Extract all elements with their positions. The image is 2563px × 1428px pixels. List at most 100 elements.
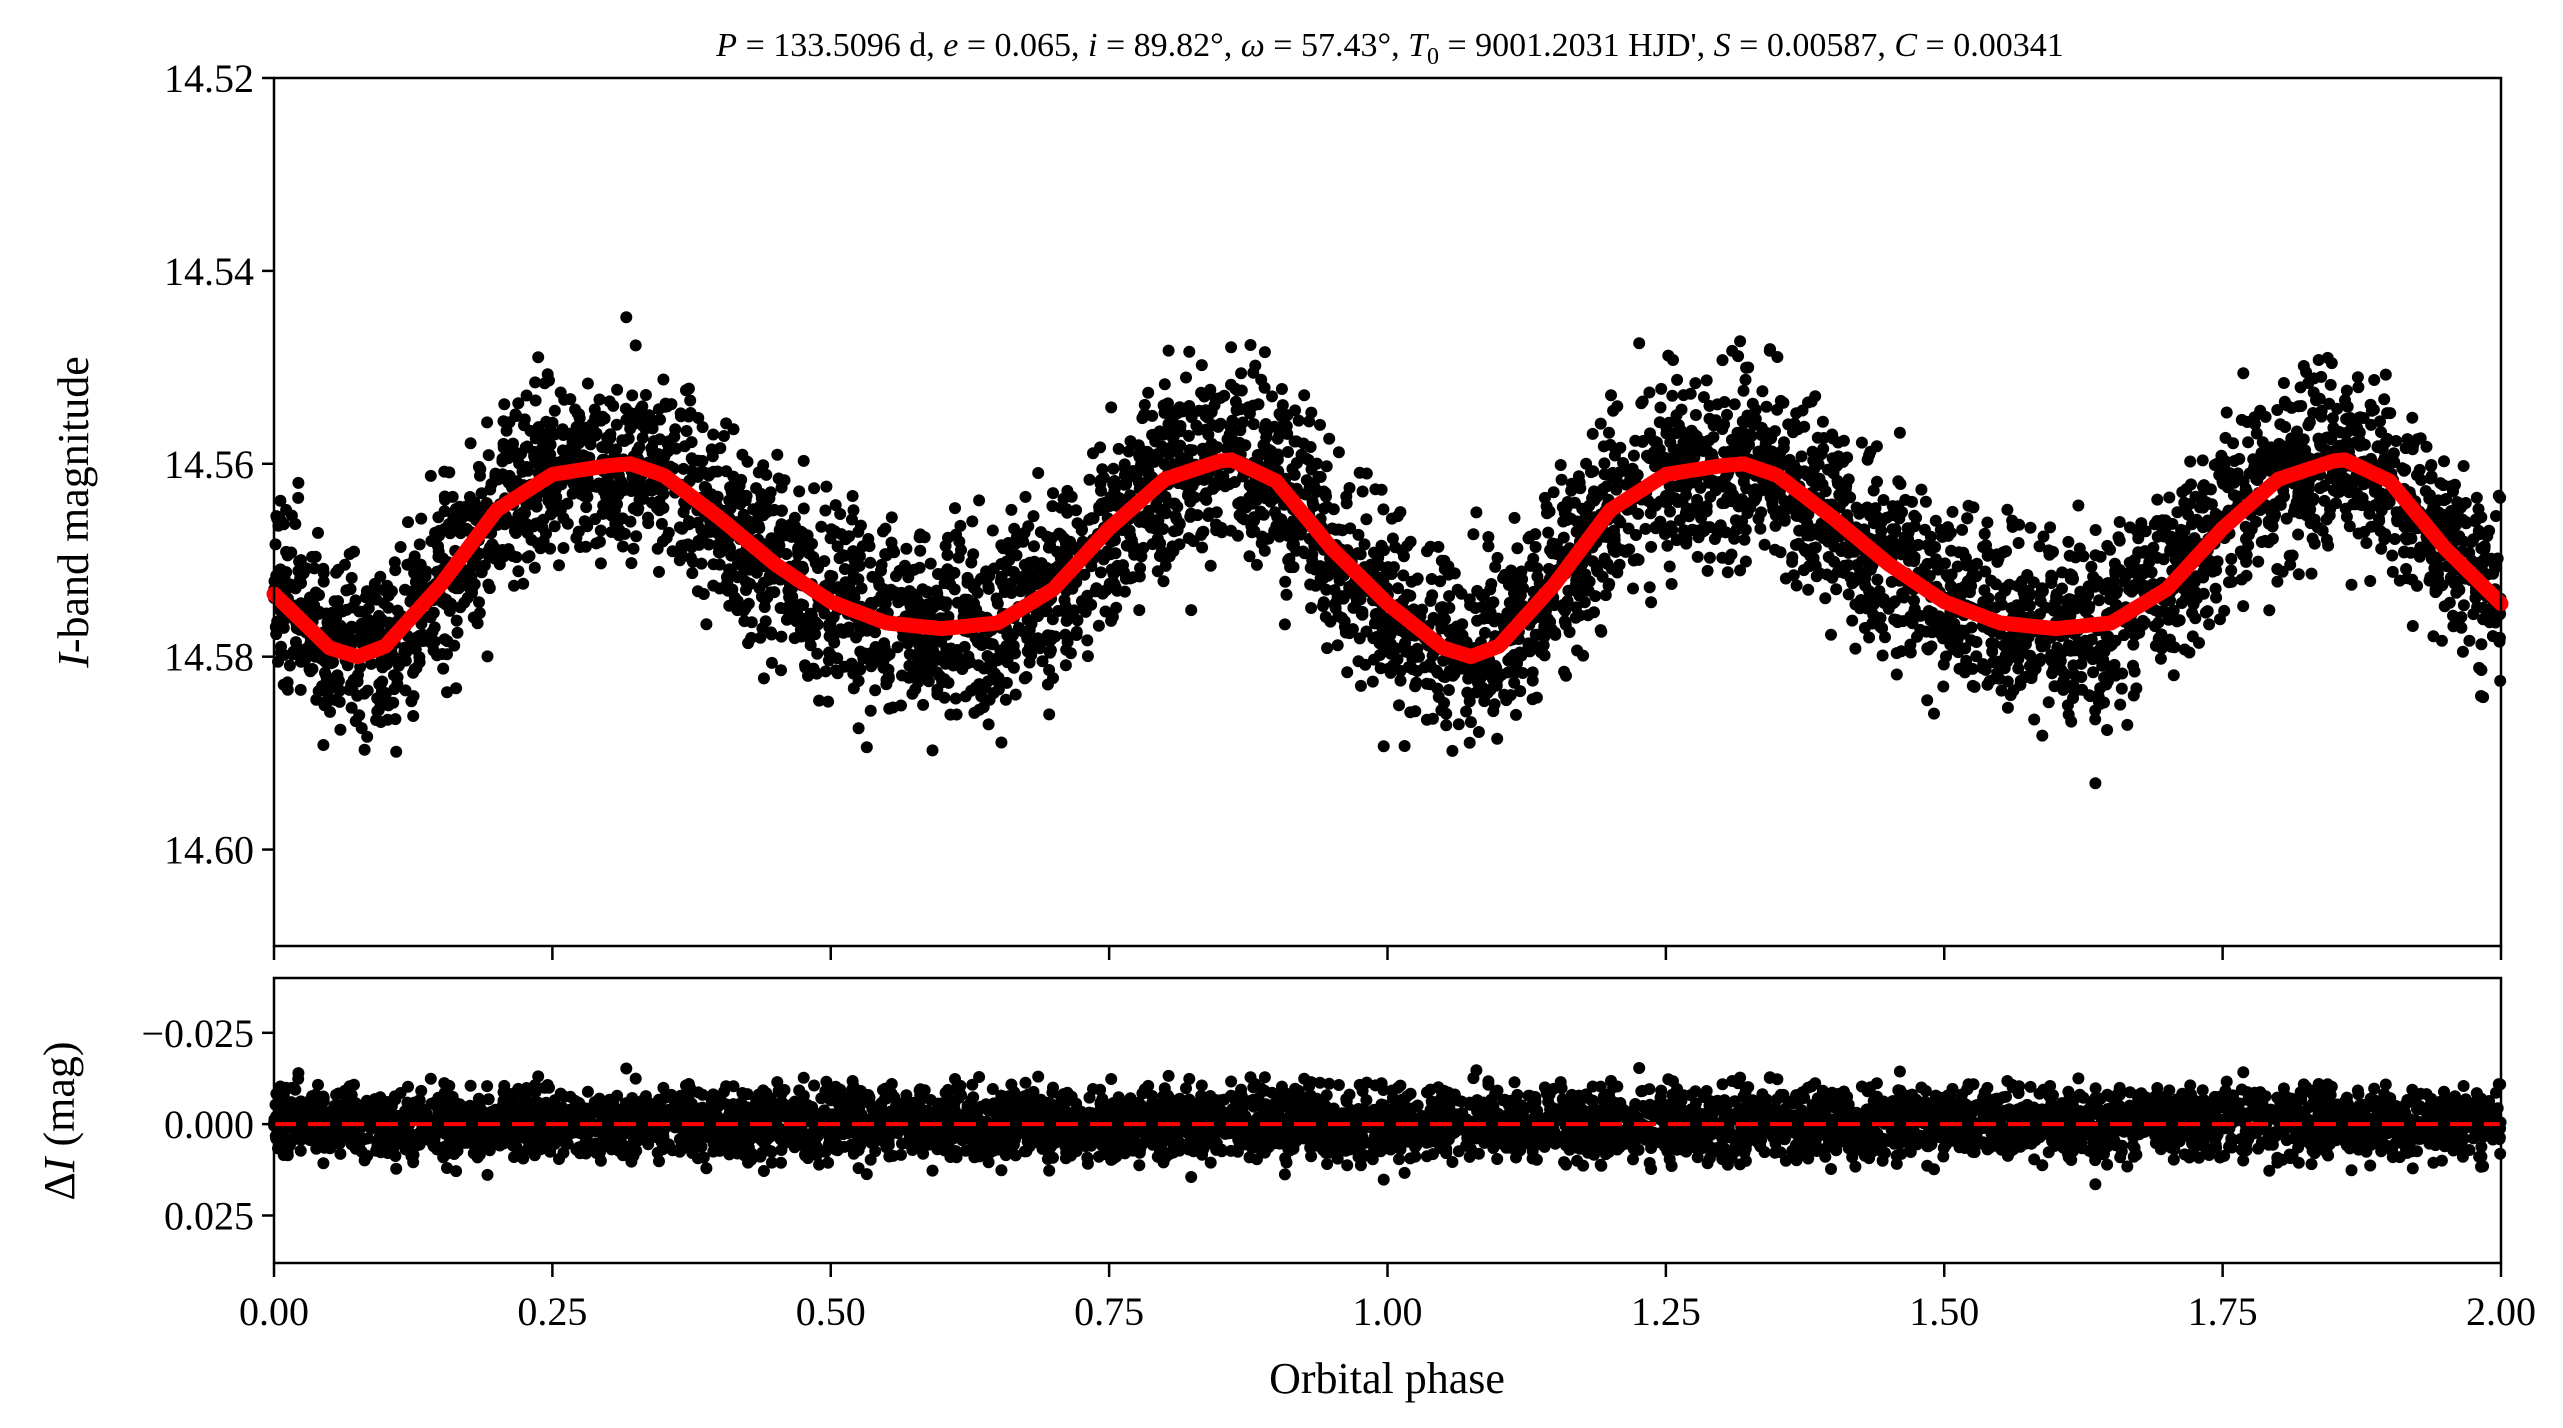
light-curve-point <box>332 674 345 687</box>
light-curve-point <box>1691 493 1704 506</box>
light-curve-point <box>2455 611 2468 624</box>
light-curve-point <box>2364 575 2377 587</box>
light-curve-point <box>1611 400 1624 413</box>
light-curve-point <box>1797 564 1810 577</box>
light-curve-point <box>1352 655 1365 668</box>
light-curve-point <box>1773 488 1786 501</box>
light-curve-point <box>2303 506 2316 519</box>
light-curve-point <box>343 548 356 560</box>
light-curve-point <box>1162 344 1175 357</box>
light-curve-point <box>1554 459 1567 471</box>
light-curve-point <box>442 518 455 531</box>
light-curve-point <box>1893 426 1906 439</box>
light-curve-point <box>879 597 892 610</box>
light-curve-point <box>1133 451 1146 464</box>
light-curve-point <box>2271 575 2284 588</box>
light-curve-point <box>2279 421 2292 433</box>
light-curve-point <box>581 490 594 503</box>
light-curve-point <box>759 593 772 606</box>
light-curve-point <box>1119 572 1132 585</box>
light-curve-point <box>1150 499 1163 512</box>
light-curve-point <box>734 548 747 561</box>
light-curve-point <box>2197 565 2210 578</box>
light-curve-point <box>464 437 477 450</box>
light-curve-point <box>543 374 555 387</box>
light-curve-point <box>2492 489 2505 502</box>
light-curve-point <box>2241 416 2254 428</box>
light-curve-point <box>1217 476 1230 489</box>
light-curve-point <box>1529 528 1542 541</box>
light-curve-point <box>1352 528 1365 541</box>
light-curve-point <box>1257 508 1270 521</box>
light-curve-point <box>317 562 330 575</box>
light-curve-point <box>793 485 806 498</box>
light-curve-point <box>707 579 720 592</box>
light-curve-point <box>1538 649 1551 662</box>
light-curve-point <box>1209 392 1222 405</box>
light-curve-point <box>1451 630 1464 643</box>
light-curve-point <box>2419 485 2432 498</box>
light-curve-point <box>2302 377 2315 389</box>
light-curve-point <box>1786 555 1799 568</box>
light-curve-point <box>2406 411 2419 424</box>
light-curve-point <box>815 520 828 533</box>
light-curve-point <box>540 527 552 540</box>
light-curve-point <box>627 542 640 555</box>
light-curve-point <box>2350 422 2363 435</box>
light-curve-point <box>753 582 766 594</box>
light-curve-point <box>1440 707 1453 720</box>
light-curve-point <box>1958 666 1971 679</box>
light-curve-point <box>2089 549 2102 562</box>
light-curve-point <box>2373 514 2386 527</box>
light-curve-point <box>413 538 426 551</box>
light-curve-point <box>2012 537 2025 549</box>
light-curve-point <box>472 460 485 473</box>
light-curve-point <box>656 535 669 548</box>
light-curve-point <box>966 515 979 528</box>
light-curve-point <box>2209 507 2222 520</box>
light-curve-point <box>375 613 388 626</box>
title-s-value: = 0.00587, <box>1731 27 1895 64</box>
light-curve-point <box>370 714 383 726</box>
light-curve-point <box>2056 582 2068 595</box>
light-curve-point <box>427 644 440 657</box>
light-curve-point <box>1981 516 1994 529</box>
light-curve-point <box>1555 473 1568 486</box>
light-curve-point <box>1721 566 1734 579</box>
light-curve-point <box>2297 360 2310 372</box>
light-curve-point <box>775 630 788 643</box>
light-curve-point <box>829 499 842 512</box>
light-curve-point <box>1235 367 1248 380</box>
light-curve-point <box>869 684 882 697</box>
light-curve-point <box>720 465 733 478</box>
light-curve-point <box>548 404 561 417</box>
light-curve-point <box>1588 485 1600 498</box>
light-curve-point <box>523 550 536 563</box>
light-curve-point <box>294 683 307 696</box>
light-curve-point <box>1041 678 1054 691</box>
light-curve-point <box>2237 367 2250 380</box>
light-curve-point <box>1607 544 1620 557</box>
light-curve-point <box>2310 394 2322 407</box>
light-curve-point <box>1425 573 1438 585</box>
light-curve-point <box>2042 696 2055 709</box>
light-curve-point <box>1319 487 1332 500</box>
light-curve-point <box>2256 436 2269 449</box>
light-curve-point <box>1689 377 1702 390</box>
light-curve-point <box>332 595 344 608</box>
light-curve-point <box>639 389 652 401</box>
light-curve-point <box>2036 729 2049 742</box>
light-curve-point <box>2001 503 2014 516</box>
light-curve-point <box>862 533 875 545</box>
light-curve-point <box>1859 579 1872 592</box>
light-curve-point <box>467 611 480 624</box>
light-curve-point <box>2087 666 2100 679</box>
light-curve-point <box>1802 583 1815 596</box>
light-curve-point <box>292 476 305 489</box>
light-curve-point <box>692 454 705 467</box>
light-curve-point <box>847 504 860 517</box>
light-curve-point <box>1249 359 1262 372</box>
light-curve-point <box>1815 447 1828 460</box>
light-curve-point <box>684 394 697 407</box>
light-curve-point <box>1542 526 1555 539</box>
